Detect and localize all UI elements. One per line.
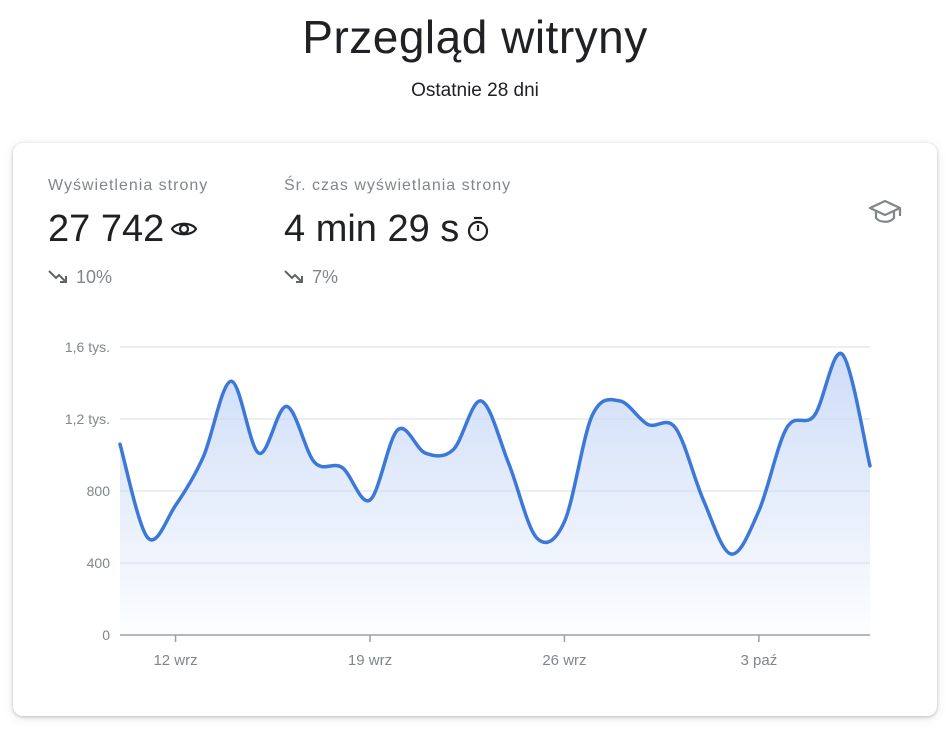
data-point[interactable] — [475, 395, 487, 407]
y-tick-label: 800 — [87, 483, 111, 499]
data-point[interactable] — [753, 505, 765, 517]
x-tick-label: 26 wrz — [542, 652, 586, 669]
chart-line-series[interactable] — [118, 351, 872, 556]
data-point[interactable] — [197, 451, 209, 463]
trending-down-icon — [48, 267, 76, 288]
y-tick-label: 0 — [102, 627, 110, 643]
data-point[interactable] — [170, 499, 182, 511]
data-point[interactable] — [281, 400, 293, 412]
metric-value: 27 742 — [48, 207, 165, 250]
chart-area — [120, 353, 870, 635]
metric-change-value: 10% — [76, 267, 113, 287]
data-point[interactable] — [364, 494, 376, 506]
overview-card: Wyświetlenia strony 27 742 10% Śr. czas … — [13, 143, 937, 716]
data-point[interactable] — [614, 395, 626, 407]
eye-icon — [170, 218, 198, 240]
data-point[interactable] — [670, 422, 682, 434]
x-tick-label: 19 wrz — [348, 652, 392, 669]
data-point[interactable] — [308, 456, 320, 468]
data-point[interactable] — [531, 532, 543, 544]
data-point[interactable] — [697, 494, 709, 506]
data-point[interactable] — [808, 409, 820, 421]
y-tick-label: 1,2 tys. — [65, 411, 110, 427]
metric-avg-view-time[interactable]: Śr. czas wyświetlania strony 4 min 29 s … — [284, 177, 511, 288]
page-subtitle: Ostatnie 28 dni — [411, 80, 539, 101]
y-tick-label: 400 — [87, 555, 111, 571]
x-tick-label: 3 paź — [741, 652, 778, 669]
data-point[interactable] — [225, 375, 237, 387]
data-point[interactable] — [725, 548, 737, 560]
data-point[interactable] — [503, 458, 515, 470]
data-point[interactable] — [420, 447, 432, 459]
data-point[interactable] — [114, 438, 126, 450]
page-views-chart: 0 400 800 1,2 tys. 1,6 tys. 12 wrz 19 wrz 26 wr… — [65, 339, 876, 669]
timer-icon — [465, 215, 491, 243]
metric-page-views[interactable]: Wyświetlenia strony 27 742 10% — [48, 177, 208, 288]
data-point[interactable] — [558, 516, 570, 528]
metric-value: 4 min 29 s — [284, 207, 460, 250]
data-point[interactable] — [392, 424, 404, 436]
x-tick-label: 12 wrz — [153, 652, 197, 669]
metric-label: Śr. czas wyświetlania strony — [284, 177, 512, 194]
data-point[interactable] — [586, 409, 598, 421]
data-point[interactable] — [142, 532, 154, 544]
data-point[interactable] — [864, 460, 876, 472]
y-tick-label: 1,6 tys. — [65, 339, 110, 355]
data-point[interactable] — [642, 418, 654, 430]
metric-label: Wyświetlenia strony — [48, 177, 209, 194]
data-point[interactable] — [253, 447, 265, 459]
trending-down-icon — [284, 267, 312, 288]
metric-change-value: 7% — [312, 267, 339, 287]
page-title: Przegląd witryny — [302, 11, 648, 63]
school-icon[interactable] — [868, 198, 902, 231]
data-point[interactable] — [447, 444, 459, 456]
data-point[interactable] — [836, 348, 848, 360]
data-point[interactable] — [336, 462, 348, 474]
data-point[interactable] — [781, 422, 793, 434]
